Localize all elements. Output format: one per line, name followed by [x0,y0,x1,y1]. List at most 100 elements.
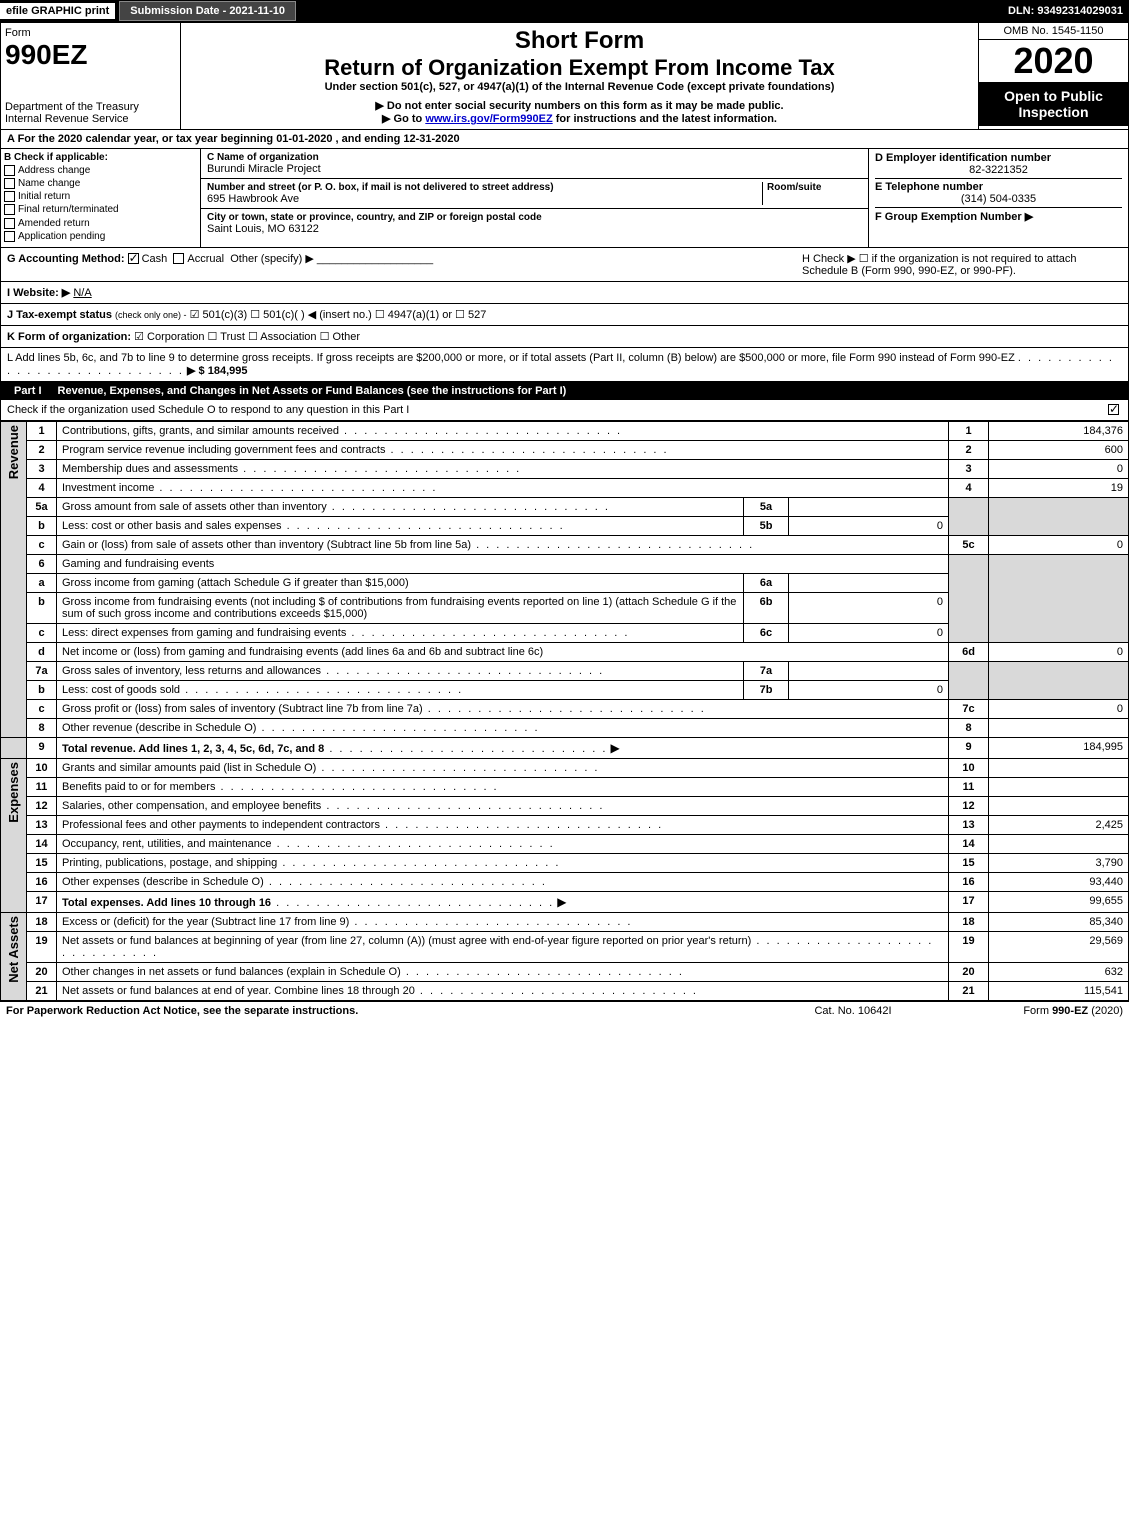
submission-date-button[interactable]: Submission Date - 2021-11-10 [119,1,296,21]
dots-icon [238,463,521,475]
i-label: I Website: ▶ [7,287,70,299]
other-label: Other (specify) ▶ [230,253,314,265]
cash-checkbox[interactable] [128,253,139,264]
row-j: J Tax-exempt status (check only one) - ☑… [0,304,1129,326]
line-num: 14 [27,834,57,853]
grey-cell [949,497,989,535]
arrow-icon: ▶ [557,895,566,909]
line-num: a [27,573,57,592]
line-num: b [27,516,57,535]
entity-block: B Check if applicable: Address change Na… [0,149,1129,248]
line-num: 18 [27,912,57,931]
line-desc: Less: cost or other basis and sales expe… [62,520,282,532]
line-num: 2 [27,440,57,459]
tax-year: 2020 [979,40,1128,82]
addr-change-checkbox[interactable] [4,165,15,176]
grey-cell [989,554,1129,642]
line-box: 9 [949,737,989,758]
line-num: c [27,699,57,718]
final-return-checkbox[interactable] [4,204,15,215]
accrual-checkbox[interactable] [173,253,184,264]
line-value: 0 [989,642,1129,661]
dots-icon [256,722,539,734]
line-desc: Salaries, other compensation, and employ… [62,800,321,812]
line-box: 12 [949,796,989,815]
dots-icon [215,781,498,793]
line-value [989,777,1129,796]
mini-value: 0 [789,592,949,623]
line-value: 0 [989,699,1129,718]
amended-return-label: Amended return [18,218,90,229]
revenue-section-label: Revenue [6,425,21,479]
line-num: 16 [27,872,57,891]
initial-return-checkbox[interactable] [4,191,15,202]
line-num: 10 [27,758,57,777]
grey-cell [1,737,27,758]
line-num: 4 [27,478,57,497]
line-box: 10 [949,758,989,777]
line-value: 0 [989,535,1129,554]
addr-label: Number and street (or P. O. box, if mail… [207,182,762,193]
line-box: 11 [949,777,989,796]
mini-value [789,661,949,680]
line-num: 7a [27,661,57,680]
line-box: 17 [949,891,989,912]
header-center: Short Form Return of Organization Exempt… [181,23,978,129]
dots-icon [423,703,706,715]
app-pending-checkbox[interactable] [4,231,15,242]
line-desc: Membership dues and assessments [62,463,238,475]
line-box: 15 [949,853,989,872]
part1-subtitle: Check if the organization used Schedule … [7,404,1108,416]
schedule-o-checkbox[interactable] [1108,404,1119,415]
line-desc: Occupancy, rent, utilities, and maintena… [62,838,272,850]
part1-header: Part I Revenue, Expenses, and Changes in… [0,382,1129,400]
footer-center: Cat. No. 10642I [763,1005,943,1017]
box-c-label: C Name of organization [207,152,862,163]
line-value: 99,655 [989,891,1129,912]
k-options: ☑ Corporation ☐ Trust ☐ Association ☐ Ot… [134,331,360,343]
ein-value: 82-3221352 [875,164,1122,176]
line-desc: Gross income from fundraising events (no… [57,592,744,623]
line-desc: Net assets or fund balances at end of ye… [62,985,415,997]
irs-link[interactable]: www.irs.gov/Form990EZ [425,113,552,125]
netassets-section-label: Net Assets [6,916,21,983]
mini-value: 0 [789,516,949,535]
line-box: 5c [949,535,989,554]
row-l: L Add lines 5b, 6c, and 7b to line 9 to … [0,348,1129,382]
line-desc: Total expenses. Add lines 10 through 16 [62,897,271,909]
j-note: (check only one) - [115,310,187,320]
mini-box: 7a [744,661,789,680]
line-num: 15 [27,853,57,872]
dots-icon [271,897,554,909]
room-label: Room/suite [767,182,862,193]
line-value: 19 [989,478,1129,497]
mini-box: 6b [744,592,789,623]
line-num: d [27,642,57,661]
name-change-checkbox[interactable] [4,178,15,189]
box-b-checkboxes: B Check if applicable: Address change Na… [1,149,201,247]
amended-return-checkbox[interactable] [4,218,15,229]
line-desc: Benefits paid to or for members [62,781,215,793]
line-num: c [27,623,57,642]
dots-icon [401,966,684,978]
line-box: 1 [949,421,989,440]
expenses-section-label: Expenses [6,762,21,823]
part1-sub: Check if the organization used Schedule … [0,400,1129,421]
box-d-label: D Employer identification number [875,152,1122,164]
mini-box: 5b [744,516,789,535]
mini-box: 7b [744,680,789,699]
dots-icon [324,743,607,755]
j-label: J Tax-exempt status [7,309,112,321]
line-num: 6 [27,554,57,573]
dots-icon [346,627,629,639]
row-k: K Form of organization: ☑ Corporation ☐ … [0,326,1129,348]
line-desc: Contributions, gifts, grants, and simila… [62,425,339,437]
dots-icon [282,520,565,532]
line-num: 5a [27,497,57,516]
line-desc: Net assets or fund balances at beginning… [62,935,751,947]
header-left: Form 990EZ Department of the Treasury In… [1,23,181,129]
line-desc: Gross sales of inventory, less returns a… [62,665,321,677]
line-value: 184,995 [989,737,1129,758]
line-desc: Professional fees and other payments to … [62,819,380,831]
efile-label[interactable]: efile GRAPHIC print [0,3,115,19]
